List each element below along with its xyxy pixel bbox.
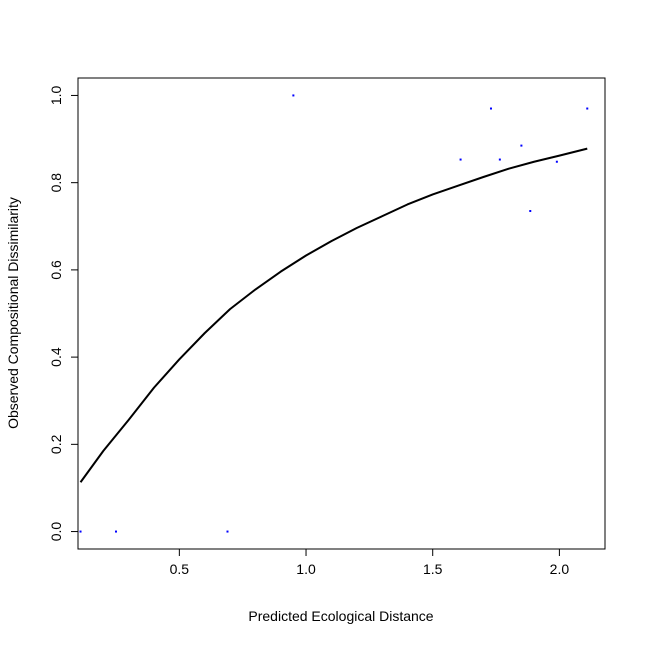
fitted-curve xyxy=(79,147,588,483)
x-tick-label: 1.0 xyxy=(296,561,316,577)
fitted-curve-layer xyxy=(79,147,588,483)
y-tick-label: 0.8 xyxy=(48,173,64,193)
y-tick-label: 1.0 xyxy=(48,86,64,106)
data-point xyxy=(529,210,532,213)
data-point xyxy=(498,158,501,161)
data-point xyxy=(586,107,589,110)
data-point xyxy=(226,530,229,533)
y-tick-label: 0.6 xyxy=(48,260,64,280)
x-tick-label: 1.5 xyxy=(423,561,443,577)
x-tick-label: 0.5 xyxy=(170,561,190,577)
x-axis: 0.5 1.0 1.5 2.0 xyxy=(170,549,570,577)
points-layer xyxy=(79,94,589,533)
data-point xyxy=(79,530,82,533)
data-point xyxy=(292,94,295,97)
plot-frame xyxy=(77,77,606,550)
y-tick-label: 0.0 xyxy=(48,522,64,542)
y-axis-label: Observed Compositional Dissimilarity xyxy=(5,197,21,429)
x-axis-label: Predicted Ecological Distance xyxy=(248,608,433,624)
data-point xyxy=(115,530,117,533)
data-point xyxy=(520,144,523,147)
y-axis: 0.0 0.2 0.4 0.6 0.8 1.0 xyxy=(48,86,78,542)
y-tick-label: 0.2 xyxy=(48,434,64,454)
data-point xyxy=(489,107,492,110)
x-tick-label: 2.0 xyxy=(550,561,570,577)
data-point xyxy=(459,158,462,161)
y-tick-label: 0.4 xyxy=(48,347,64,367)
data-point xyxy=(555,160,558,163)
